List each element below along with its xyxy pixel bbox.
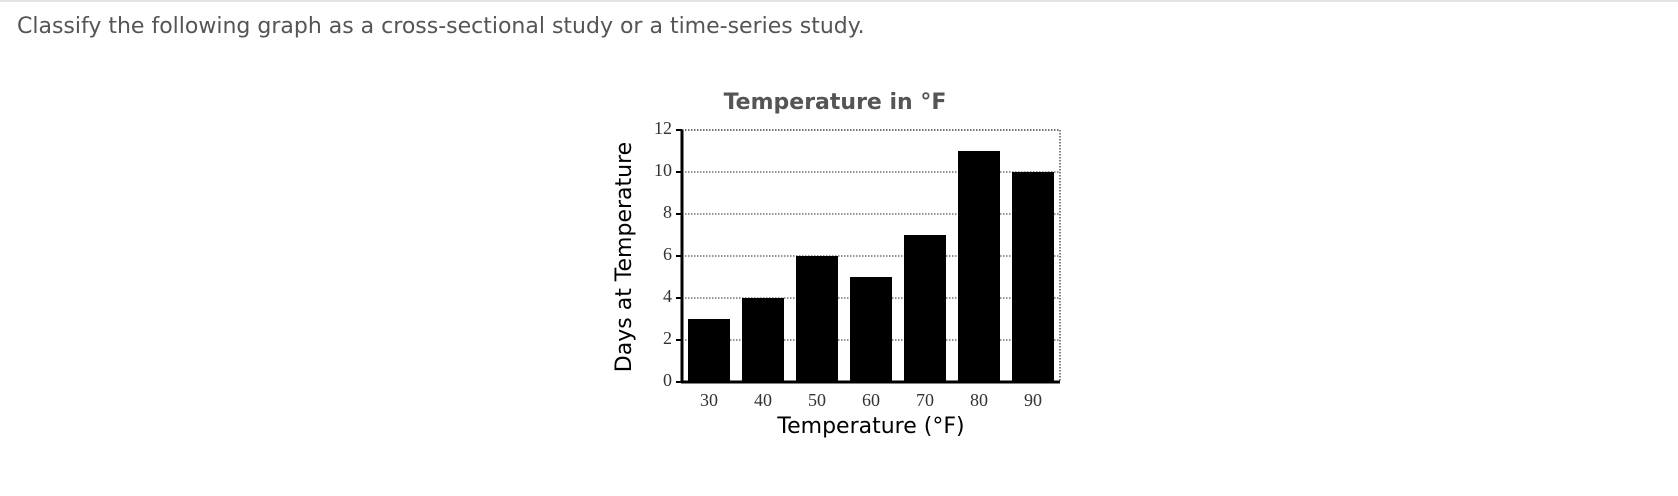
x-tick-label: 80	[970, 390, 988, 410]
x-tick-label: 40	[754, 390, 772, 410]
x-tick-label: 50	[808, 390, 826, 410]
question-text: Classify the following graph as a cross-…	[17, 14, 865, 39]
bar	[904, 235, 946, 382]
y-tick-label: 10	[654, 160, 672, 180]
bar	[850, 277, 892, 382]
y-tick-label: 8	[663, 202, 672, 222]
y-tick-label: 6	[663, 244, 672, 264]
y-tick-label: 4	[663, 286, 672, 306]
chart-title: Temperature in °F	[724, 90, 947, 115]
x-tick-label: 90	[1024, 390, 1042, 410]
bar	[958, 151, 1000, 382]
bar	[1012, 172, 1054, 382]
bar	[742, 298, 784, 382]
bar	[688, 319, 730, 382]
y-tick-label: 0	[663, 370, 672, 390]
y-axis-label: Days at Temperature	[612, 142, 637, 372]
top-border	[0, 0, 1678, 2]
bar	[796, 256, 838, 382]
x-axis-label: Temperature (°F)	[776, 414, 964, 439]
x-tick-label: 60	[862, 390, 880, 410]
y-tick-label: 2	[663, 328, 672, 348]
y-tick-label: 12	[654, 118, 672, 138]
x-tick-label: 30	[700, 390, 718, 410]
x-tick-label: 70	[916, 390, 934, 410]
